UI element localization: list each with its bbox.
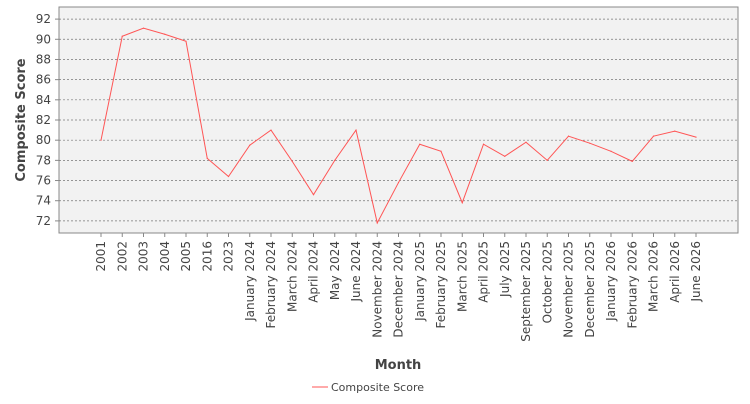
- x-tick-label: April 2026: [668, 241, 682, 303]
- data-point: [631, 160, 633, 162]
- y-tick-label: 86: [36, 73, 51, 87]
- x-tick-label: November 2025: [562, 241, 576, 338]
- data-point: [674, 130, 676, 132]
- y-tick-label: 90: [36, 32, 51, 46]
- y-axis-title: Composite Score: [14, 58, 29, 181]
- data-point: [376, 222, 378, 224]
- data-point: [334, 159, 336, 161]
- x-tick-label: 2001: [94, 241, 108, 272]
- data-point: [249, 144, 251, 146]
- x-axis-ticks: 2001 2002 2003 2004 2005 2016 2023 January 2024…: [94, 233, 703, 342]
- data-point: [270, 129, 272, 131]
- x-tick-label: April 2025: [477, 241, 491, 303]
- data-point: [100, 139, 102, 141]
- legend: Composite Score: [312, 381, 424, 394]
- data-point: [355, 129, 357, 131]
- y-tick-label: 78: [36, 153, 51, 167]
- data-point: [397, 181, 400, 184]
- x-tick-label: January 2024: [243, 241, 257, 322]
- series-lines: [100, 27, 697, 225]
- x-tick-label: 2016: [200, 241, 214, 272]
- x-tick-label: February 2026: [625, 241, 639, 329]
- data-point: [440, 150, 442, 152]
- x-tick-label: July 2025: [498, 241, 512, 298]
- y-tick-label: 76: [36, 174, 51, 188]
- data-point: [312, 194, 315, 196]
- y-tick-label: 84: [36, 93, 51, 107]
- x-tick-label: March 2024: [285, 241, 299, 312]
- x-tick-label: 2002: [115, 241, 129, 272]
- data-point: [610, 150, 612, 152]
- x-tick-label: October 2025: [540, 241, 554, 323]
- x-tick-label: December 2025: [583, 241, 597, 338]
- x-tick-label: September 2025: [519, 241, 533, 342]
- x-tick-label: February 2025: [434, 241, 448, 329]
- x-tick-label: February 2024: [264, 241, 278, 329]
- data-point: [482, 143, 485, 145]
- data-point: [567, 135, 570, 137]
- y-tick-label: 72: [36, 214, 51, 228]
- y-axis-ticks: 72 74 76 78 80 82 84 86 88 90 92: [36, 12, 59, 228]
- x-tick-label: May 2024: [328, 241, 342, 300]
- x-tick-label: January 2026: [604, 241, 618, 322]
- data-point: [164, 33, 166, 35]
- data-point: [142, 27, 145, 29]
- data-point: [525, 141, 527, 143]
- x-tick-label: June 2026: [689, 241, 703, 303]
- x-tick-label: March 2026: [647, 241, 661, 312]
- x-tick-label: March 2025: [455, 241, 469, 312]
- x-tick-label: December 2024: [392, 241, 406, 338]
- y-tick-label: 80: [36, 133, 51, 147]
- data-point: [589, 142, 591, 144]
- y-tick-label: 82: [36, 113, 51, 127]
- x-tick-label: January 2025: [413, 241, 427, 322]
- data-point: [546, 159, 548, 161]
- y-tick-label: 74: [36, 194, 51, 208]
- data-point: [206, 157, 208, 159]
- data-point: [291, 160, 293, 162]
- x-tick-label: 2004: [158, 241, 172, 272]
- x-tick-label: 2023: [222, 241, 236, 272]
- x-axis-title: Month: [375, 358, 422, 373]
- y-tick-label: 88: [36, 52, 51, 66]
- data-point: [121, 35, 123, 37]
- data-point: [227, 175, 230, 178]
- x-tick-label: 2003: [137, 241, 151, 272]
- data-point: [652, 135, 655, 137]
- data-point: [419, 143, 421, 145]
- x-tick-label: November 2024: [370, 241, 384, 338]
- data-point: [504, 155, 506, 157]
- x-tick-label: April 2024: [307, 241, 321, 303]
- data-point: [461, 202, 463, 204]
- grid-lines: [59, 18, 738, 222]
- legend-label: Composite Score: [331, 381, 424, 394]
- data-point: [695, 136, 697, 138]
- x-tick-label: June 2024: [349, 241, 363, 303]
- y-tick-label: 92: [36, 12, 51, 26]
- x-tick-label: 2005: [179, 241, 193, 272]
- data-point: [185, 40, 187, 42]
